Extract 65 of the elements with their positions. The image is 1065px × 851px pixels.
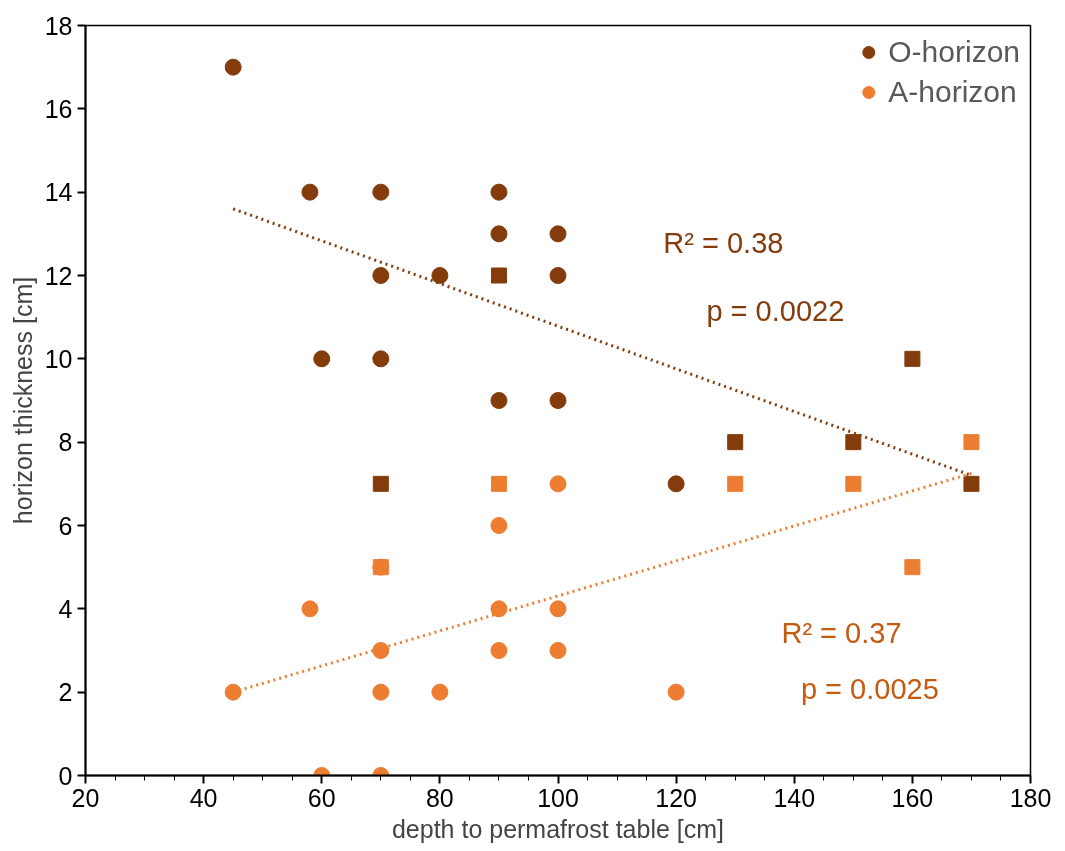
point bbox=[549, 600, 567, 618]
point bbox=[845, 434, 862, 451]
x-tick-label: 160 bbox=[891, 783, 934, 812]
y-tick-label: 0 bbox=[58, 761, 73, 790]
y-tick-label: 6 bbox=[58, 511, 73, 540]
y-tick-label: 12 bbox=[44, 261, 73, 290]
x-tick-label: 60 bbox=[307, 783, 336, 812]
point bbox=[904, 559, 921, 576]
point bbox=[549, 642, 567, 659]
y-tick-label: 16 bbox=[44, 94, 73, 123]
point bbox=[490, 183, 508, 201]
point bbox=[372, 267, 390, 284]
y-tick-label: 10 bbox=[44, 344, 73, 373]
y-tick-label: 14 bbox=[44, 178, 73, 207]
point bbox=[372, 183, 390, 201]
point bbox=[372, 683, 390, 701]
point bbox=[490, 600, 508, 618]
legend-label: O-horizon bbox=[888, 35, 1020, 69]
point bbox=[490, 517, 508, 534]
point bbox=[549, 392, 567, 409]
point bbox=[372, 475, 389, 492]
y-tick-label: 18 bbox=[44, 11, 73, 40]
point bbox=[667, 475, 685, 493]
x-tick-label: 140 bbox=[773, 783, 816, 812]
point bbox=[904, 350, 921, 367]
point bbox=[727, 434, 744, 451]
point bbox=[845, 475, 862, 492]
y-tick-label: 2 bbox=[58, 678, 73, 707]
point bbox=[224, 58, 242, 76]
point bbox=[727, 475, 744, 492]
point bbox=[667, 683, 685, 701]
point bbox=[313, 350, 331, 368]
annotation: R² = 0.37 bbox=[781, 617, 902, 649]
x-tick-label: 180 bbox=[1009, 783, 1052, 812]
y-axis-title: horizon thickness [cm] bbox=[8, 276, 37, 525]
point bbox=[372, 350, 390, 368]
point bbox=[372, 559, 389, 576]
point bbox=[372, 642, 390, 659]
point bbox=[549, 475, 567, 493]
point bbox=[224, 683, 242, 701]
y-tick-label: 4 bbox=[58, 594, 73, 623]
annotation: R² = 0.38 bbox=[663, 227, 784, 259]
point bbox=[490, 475, 507, 492]
x-axis-title: depth to permafrost table [cm] bbox=[391, 814, 725, 843]
point bbox=[490, 642, 508, 659]
x-tick-label: 100 bbox=[537, 783, 579, 812]
point bbox=[963, 434, 980, 451]
point bbox=[490, 225, 508, 243]
point bbox=[431, 267, 449, 284]
point bbox=[549, 267, 567, 284]
point bbox=[490, 267, 507, 284]
point bbox=[490, 392, 508, 409]
point bbox=[549, 225, 567, 243]
point bbox=[301, 183, 319, 201]
point bbox=[963, 475, 980, 492]
point bbox=[431, 683, 449, 701]
x-tick-label: 20 bbox=[71, 783, 100, 812]
annotation: p = 0.0022 bbox=[706, 294, 845, 327]
x-tick-label: 80 bbox=[425, 783, 454, 812]
point bbox=[301, 600, 319, 618]
annotation: p = 0.0025 bbox=[800, 673, 939, 706]
x-tick-label: 120 bbox=[655, 783, 697, 812]
legend-label: A-horizon bbox=[888, 75, 1017, 109]
y-tick-label: 8 bbox=[58, 428, 73, 457]
x-tick-label: 40 bbox=[189, 783, 218, 812]
